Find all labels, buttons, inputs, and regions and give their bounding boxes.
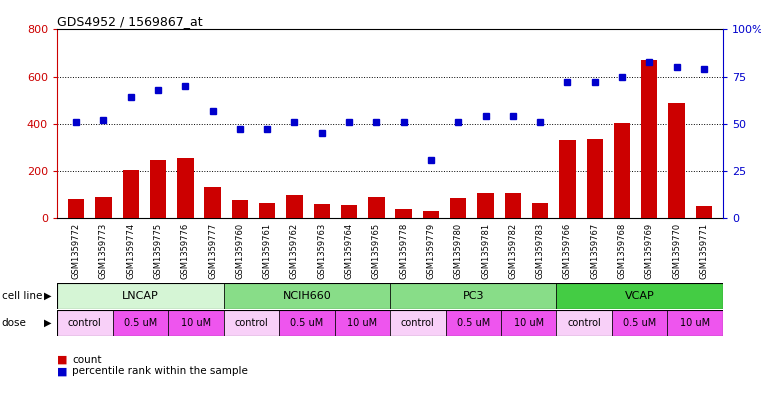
Text: 0.5 uM: 0.5 uM bbox=[623, 318, 656, 328]
Bar bbox=[390, 283, 556, 309]
Text: GSM1359770: GSM1359770 bbox=[672, 223, 681, 279]
Text: GSM1359761: GSM1359761 bbox=[263, 223, 272, 279]
Text: control: control bbox=[401, 318, 435, 328]
Bar bbox=[450, 198, 466, 218]
Text: control: control bbox=[568, 318, 601, 328]
Text: GSM1359778: GSM1359778 bbox=[400, 223, 408, 279]
Text: count: count bbox=[72, 354, 102, 365]
Text: 0.5 uM: 0.5 uM bbox=[290, 318, 323, 328]
Text: GSM1359765: GSM1359765 bbox=[372, 223, 380, 279]
Text: GSM1359782: GSM1359782 bbox=[508, 223, 517, 279]
Text: dose: dose bbox=[2, 318, 27, 328]
Bar bbox=[587, 139, 603, 218]
Text: cell line: cell line bbox=[2, 291, 42, 301]
Bar bbox=[341, 205, 357, 218]
Bar bbox=[57, 283, 224, 309]
Text: PC3: PC3 bbox=[463, 291, 484, 301]
Text: 0.5 uM: 0.5 uM bbox=[124, 318, 157, 328]
Bar bbox=[559, 140, 575, 218]
Bar bbox=[205, 187, 221, 218]
Text: GSM1359773: GSM1359773 bbox=[99, 223, 108, 279]
Text: 10 uM: 10 uM bbox=[180, 318, 211, 328]
Bar bbox=[390, 310, 445, 336]
Bar bbox=[696, 206, 712, 218]
Bar bbox=[501, 310, 556, 336]
Bar bbox=[445, 310, 501, 336]
Bar bbox=[57, 310, 113, 336]
Bar bbox=[286, 195, 303, 218]
Bar bbox=[612, 310, 667, 336]
Text: NCIH660: NCIH660 bbox=[282, 291, 331, 301]
Bar bbox=[68, 199, 84, 218]
Bar bbox=[113, 310, 168, 336]
Bar bbox=[150, 160, 166, 218]
Bar bbox=[314, 204, 330, 218]
Text: GSM1359781: GSM1359781 bbox=[481, 223, 490, 279]
Bar bbox=[259, 203, 275, 218]
Text: ▶: ▶ bbox=[44, 291, 52, 301]
Bar bbox=[279, 310, 335, 336]
Bar bbox=[505, 193, 521, 218]
Text: control: control bbox=[234, 318, 268, 328]
Text: GSM1359783: GSM1359783 bbox=[536, 223, 545, 279]
Bar bbox=[335, 310, 390, 336]
Text: 10 uM: 10 uM bbox=[347, 318, 377, 328]
Text: VCAP: VCAP bbox=[625, 291, 654, 301]
Bar bbox=[423, 211, 439, 218]
Bar bbox=[668, 103, 685, 218]
Text: GSM1359775: GSM1359775 bbox=[154, 223, 163, 279]
Text: ■: ■ bbox=[57, 366, 68, 376]
Text: GSM1359780: GSM1359780 bbox=[454, 223, 463, 279]
Bar bbox=[641, 60, 658, 218]
Text: GSM1359768: GSM1359768 bbox=[617, 223, 626, 279]
Text: GSM1359760: GSM1359760 bbox=[235, 223, 244, 279]
Bar bbox=[123, 170, 139, 218]
Text: GSM1359766: GSM1359766 bbox=[563, 223, 572, 279]
Bar bbox=[667, 310, 723, 336]
Bar bbox=[556, 310, 612, 336]
Text: GSM1359769: GSM1359769 bbox=[645, 223, 654, 279]
Text: GSM1359771: GSM1359771 bbox=[699, 223, 708, 279]
Bar bbox=[556, 283, 723, 309]
Text: 0.5 uM: 0.5 uM bbox=[457, 318, 490, 328]
Bar bbox=[368, 197, 384, 218]
Text: 10 uM: 10 uM bbox=[514, 318, 544, 328]
Text: GSM1359763: GSM1359763 bbox=[317, 223, 326, 279]
Text: GDS4952 / 1569867_at: GDS4952 / 1569867_at bbox=[57, 15, 202, 28]
Text: percentile rank within the sample: percentile rank within the sample bbox=[72, 366, 248, 376]
Bar bbox=[168, 310, 224, 336]
Bar bbox=[532, 203, 548, 218]
Text: ▶: ▶ bbox=[44, 318, 52, 328]
Bar bbox=[396, 209, 412, 218]
Text: GSM1359767: GSM1359767 bbox=[591, 223, 599, 279]
Text: GSM1359779: GSM1359779 bbox=[426, 223, 435, 279]
Bar bbox=[232, 200, 248, 218]
Bar bbox=[224, 310, 279, 336]
Bar bbox=[95, 197, 112, 218]
Text: 10 uM: 10 uM bbox=[680, 318, 710, 328]
Text: control: control bbox=[68, 318, 102, 328]
Text: LNCAP: LNCAP bbox=[122, 291, 159, 301]
Text: GSM1359762: GSM1359762 bbox=[290, 223, 299, 279]
Bar bbox=[224, 283, 390, 309]
Text: GSM1359772: GSM1359772 bbox=[72, 223, 81, 279]
Bar bbox=[614, 123, 630, 218]
Bar bbox=[177, 158, 193, 218]
Text: ■: ■ bbox=[57, 354, 68, 365]
Text: GSM1359774: GSM1359774 bbox=[126, 223, 135, 279]
Text: GSM1359777: GSM1359777 bbox=[208, 223, 217, 279]
Text: GSM1359764: GSM1359764 bbox=[345, 223, 354, 279]
Text: GSM1359776: GSM1359776 bbox=[181, 223, 189, 279]
Bar bbox=[477, 193, 494, 218]
